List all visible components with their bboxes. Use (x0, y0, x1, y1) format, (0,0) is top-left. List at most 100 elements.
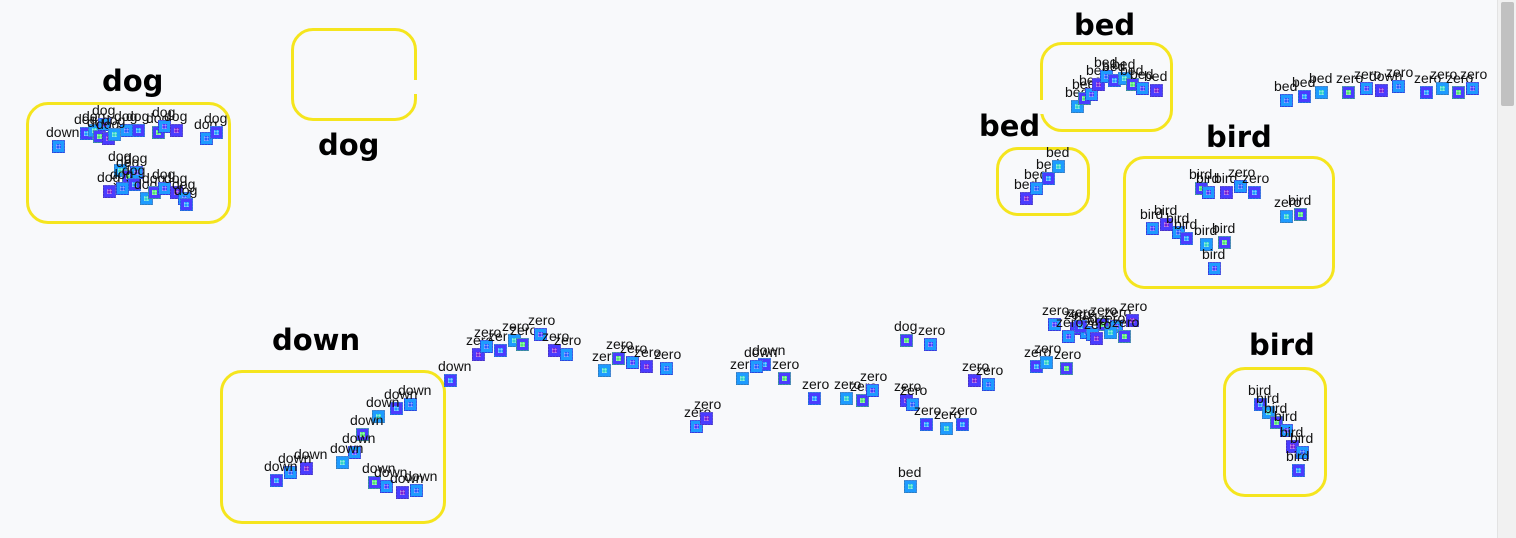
point-label: zero (950, 402, 978, 418)
point-thumbnail (1200, 238, 1213, 251)
point-thumbnail (982, 378, 995, 391)
cluster-highlight-box (996, 147, 1090, 216)
point-label: zero (900, 382, 928, 398)
point-thumbnail (180, 198, 193, 211)
point-thumbnail (1048, 318, 1061, 331)
cluster-highlight-box (1223, 367, 1327, 497)
point-label: down (366, 394, 400, 410)
point-thumbnail (516, 338, 529, 351)
point-label: bed (1292, 74, 1316, 90)
point-label: down (294, 446, 328, 462)
box-gap (397, 80, 417, 94)
point-label: dog (114, 108, 138, 124)
point-label: zero (654, 346, 682, 362)
point-label: zero (976, 362, 1004, 378)
vertical-scrollbar[interactable] (1497, 0, 1516, 538)
point-thumbnail (284, 466, 297, 479)
point-thumbnail (1020, 192, 1033, 205)
point-thumbnail (1040, 356, 1053, 369)
cluster-label: bird (1206, 120, 1272, 154)
point-label: zero (502, 318, 530, 334)
point-label: zero (894, 378, 922, 394)
cluster-highlight-box (1123, 156, 1335, 289)
point-thumbnail (1218, 236, 1231, 249)
point-thumbnail (1060, 362, 1073, 375)
point-label: down (752, 342, 786, 358)
point-label: zero (834, 376, 862, 392)
point-thumbnail (210, 126, 223, 139)
point-thumbnail (1375, 84, 1388, 97)
point-label: zero (1104, 304, 1132, 320)
point-label: dog (152, 104, 176, 120)
point-thumbnail (1071, 100, 1084, 113)
point-thumbnail (1436, 82, 1449, 95)
cluster-highlight-box (26, 102, 231, 224)
point-label: bird (1264, 400, 1288, 416)
point-thumbnail (640, 360, 653, 373)
point-thumbnail (444, 374, 457, 387)
point-label: zero (1228, 164, 1256, 180)
point-label: bird (1256, 390, 1280, 406)
point-label: bird (1286, 448, 1310, 464)
point-thumbnail (660, 362, 673, 375)
point-label: dog (164, 170, 188, 186)
point-thumbnail (1052, 160, 1065, 173)
point-label: zero (962, 358, 990, 374)
point-thumbnail (900, 334, 913, 347)
point-label: down (374, 464, 408, 480)
point-label: bird (1196, 170, 1220, 186)
point-thumbnail (598, 364, 611, 377)
point-thumbnail (700, 412, 713, 425)
point-label: zero (1354, 66, 1382, 82)
point-label: zero (1386, 64, 1414, 80)
point-thumbnail (336, 456, 349, 469)
point-label: dog (116, 154, 140, 170)
point-thumbnail (1294, 208, 1307, 221)
point-label: zero (1024, 344, 1052, 360)
point-label: zero (1414, 70, 1442, 86)
point-label: bird (1290, 430, 1314, 446)
point-label: zero (528, 312, 556, 328)
point-label: down (362, 460, 396, 476)
point-thumbnail (1420, 86, 1433, 99)
point-label: down (1369, 68, 1403, 84)
point-thumbnail (1202, 186, 1215, 199)
point-thumbnail (128, 178, 141, 191)
point-thumbnail (808, 392, 821, 405)
point-thumbnail (924, 338, 937, 351)
point-label: zero (1068, 304, 1096, 320)
point-label: dog (74, 111, 98, 127)
point-thumbnail (1208, 262, 1221, 275)
point-label: zero (620, 340, 648, 356)
point-label: zero (802, 376, 830, 392)
point-label: bed (1274, 78, 1298, 94)
cluster-highlight-box (1040, 42, 1173, 132)
cluster-highlight-box (220, 370, 446, 524)
point-label: down (398, 382, 432, 398)
point-thumbnail (396, 486, 409, 499)
scrollbar-thumb[interactable] (1501, 2, 1514, 106)
point-label: dog (124, 150, 148, 166)
point-thumbnail (348, 446, 361, 459)
point-thumbnail (108, 128, 121, 141)
point-label: zero (1056, 314, 1084, 330)
point-thumbnail (404, 398, 417, 411)
point-label: zero (542, 328, 570, 344)
point-thumbnail (1146, 222, 1159, 235)
point-label: dog (164, 108, 188, 124)
point-thumbnail (1262, 406, 1275, 419)
point-label: down (46, 124, 80, 140)
point-thumbnail (534, 328, 547, 341)
point-label: zero (1084, 316, 1112, 332)
point-label: zero (860, 368, 888, 384)
point-label: bird (1166, 210, 1190, 226)
point-thumbnail (1296, 446, 1309, 459)
point-thumbnail (1298, 90, 1311, 103)
point-thumbnail (270, 474, 283, 487)
point-label: dog (152, 166, 176, 182)
point-label: zero (914, 402, 942, 418)
point-label: zero (1430, 66, 1458, 82)
point-thumbnail (1270, 416, 1283, 429)
point-label: dog (204, 110, 228, 126)
